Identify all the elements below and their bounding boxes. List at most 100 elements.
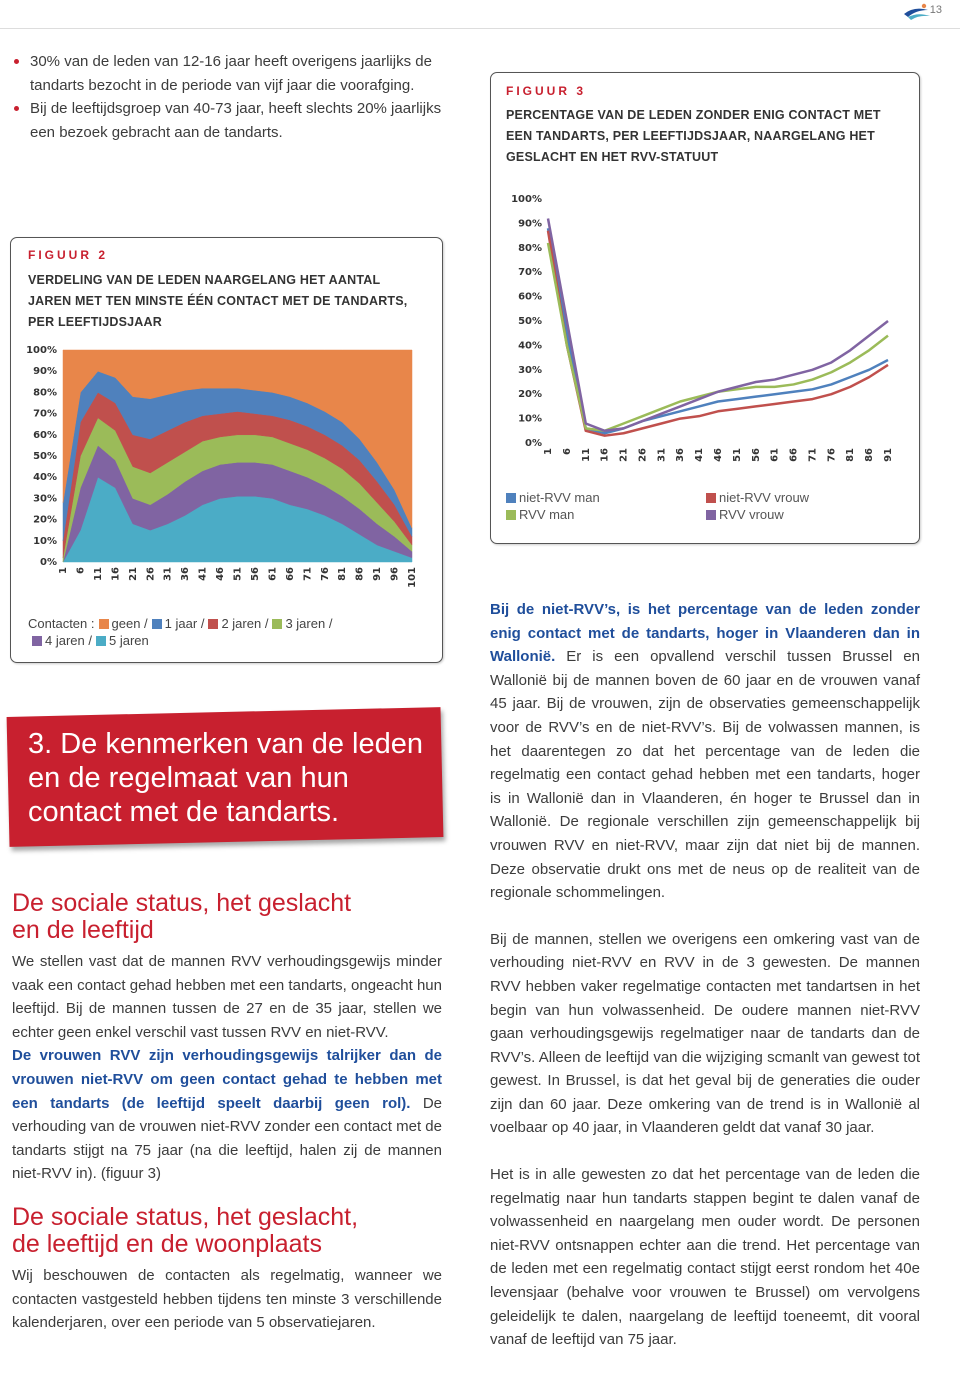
- x-tick-label: 31: [656, 448, 667, 462]
- legend: niet-RVV man niet-RVV vrouw RVV man RVV vro…: [506, 490, 906, 522]
- y-tick-label: 80%: [518, 243, 542, 254]
- x-tick-label: 56: [250, 567, 261, 581]
- y-tick-label: 70%: [518, 267, 542, 278]
- legend-item: niet-RVV vrouw: [706, 490, 906, 505]
- legend-label: 2 jaren: [221, 616, 262, 631]
- legend-swatch: [506, 493, 516, 503]
- x-tick-label: 11: [581, 448, 592, 462]
- x-tick-label: 81: [337, 567, 348, 581]
- x-tick-label: 91: [883, 448, 894, 462]
- x-tick-label: 56: [751, 448, 762, 462]
- x-tick-label: 26: [145, 567, 156, 581]
- x-tick-label: 91: [372, 567, 383, 581]
- y-tick-label: 50%: [33, 451, 57, 462]
- bold-text: Bij de niet-RVV’s, is het percentage van…: [490, 601, 920, 666]
- y-tick-label: 90%: [518, 218, 542, 229]
- x-tick-label: 96: [390, 567, 401, 581]
- x-tick-label: 61: [770, 448, 781, 462]
- paragraph: Bij de niet-RVV’s, is het percentage van…: [490, 598, 920, 905]
- bullet: 30% van de leden van 12-16 jaar heeft ov…: [14, 50, 462, 97]
- y-tick-label: 60%: [518, 292, 542, 303]
- text: Het is in alle gewesten zo dat het perce…: [490, 1166, 920, 1349]
- right-column: Bij de niet-RVV’s, is het percentage van…: [490, 598, 920, 1375]
- legend-swatch: [706, 510, 716, 520]
- paragraph: Wij beschouwen de contacten als regelmat…: [12, 1264, 442, 1335]
- line: [546, 230, 889, 437]
- text: De verhouding van de vrouwen niet-RVV zo…: [12, 1094, 442, 1183]
- x-tick-label: 26: [637, 448, 648, 462]
- legend-item: RVV vrouw: [706, 507, 906, 522]
- y-tick-label: 30%: [33, 493, 57, 504]
- x-tick-label: 6: [562, 448, 573, 455]
- y-tick-label: 80%: [33, 387, 57, 398]
- legend-label: RVV vrouw: [719, 507, 784, 522]
- y-tick-label: 20%: [518, 389, 542, 400]
- bullet-list: 30% van de leden van 12-16 jaar heeft ov…: [12, 50, 462, 144]
- x-tick-label: 86: [864, 448, 875, 462]
- figure-title: VERDELING VAN DE LEDEN NAARGELANG HET AA…: [28, 273, 408, 329]
- bullet: Bij de leeftijdsgroep van 40-73 jaar, he…: [14, 97, 462, 144]
- page-number: 13: [929, 4, 942, 16]
- area: [62, 349, 413, 529]
- x-tick-label: 71: [302, 567, 313, 581]
- legend-swatch: [272, 619, 283, 629]
- legend-item: niet-RVV man: [506, 490, 706, 505]
- x-tick-label: 16: [600, 448, 611, 462]
- y-tick-label: 10%: [518, 414, 542, 425]
- legend-swatch: [32, 636, 42, 646]
- bold-text: De vrouwen RVV zijn verhoudingsgewijs ta…: [12, 1047, 442, 1112]
- legend-swatch: [96, 636, 106, 646]
- y-tick-label: 30%: [518, 365, 542, 376]
- figure-title: PERCENTAGE VAN DE LEDEN ZONDER ENIG CONT…: [506, 108, 881, 164]
- x-tick-label: 51: [732, 448, 743, 462]
- x-tick-label: 6: [75, 567, 86, 574]
- y-tick-label: 40%: [33, 472, 57, 483]
- x-tick-label: 61: [267, 567, 278, 581]
- legend-separator: /: [328, 616, 333, 631]
- logo: [904, 3, 930, 20]
- x-tick-label: 16: [110, 567, 121, 581]
- x-tick-label: 71: [807, 448, 818, 462]
- legend-separator: /: [200, 616, 205, 631]
- x-tick-label: 51: [233, 567, 244, 581]
- x-tick-label: 21: [619, 448, 630, 462]
- legend-title: Contacten :: [28, 616, 95, 631]
- text: We stellen vast dat de mannen RVV verhou…: [12, 953, 442, 1041]
- x-tick-label: 46: [215, 567, 226, 581]
- y-tick-label: 90%: [33, 366, 57, 377]
- legend-separator: /: [144, 616, 148, 631]
- x-tick-label: 11: [93, 567, 104, 581]
- y-tick-label: 20%: [33, 515, 57, 526]
- y-tick-label: 70%: [33, 409, 57, 420]
- x-tick-label: 81: [845, 448, 856, 462]
- y-tick-label: 100%: [26, 345, 57, 356]
- heading: De sociale status, het geslacht, de leef…: [12, 1202, 359, 1258]
- y-tick-label: 100%: [511, 194, 542, 205]
- y-tick-label: 50%: [518, 316, 542, 327]
- legend-label: niet-RVV vrouw: [719, 490, 810, 505]
- x-tick-label: 66: [789, 448, 800, 462]
- x-tick-label: 1: [58, 567, 69, 574]
- text: Er is een opvallend verschil tussen Brus…: [490, 648, 920, 902]
- chart: 0%10%20%30%40%50%60%70%80%90%100%1 6 11 16 2…: [511, 194, 894, 462]
- x-tick-label: 36: [180, 567, 191, 581]
- x-tick-label: 76: [826, 448, 837, 462]
- y-tick-label: 10%: [33, 536, 57, 547]
- legend-swatch: [506, 510, 516, 520]
- legend-label: 3 jaren: [285, 616, 326, 631]
- legend-swatch: [706, 493, 716, 503]
- divider: [0, 28, 960, 29]
- x-tick-label: 31: [163, 567, 174, 581]
- legend-separator: /: [264, 616, 269, 631]
- x-tick-label: 41: [694, 448, 705, 462]
- legend-swatch: [98, 619, 109, 629]
- legend-label: niet-RVV man: [519, 490, 600, 505]
- section-title: 3. De kenmerken van de leden en de regel…: [28, 728, 423, 828]
- x-tick-label: 41: [198, 567, 209, 581]
- figure-label: FIGUUR 2: [28, 248, 109, 262]
- x-tick-label: 1: [543, 448, 554, 455]
- line: [546, 228, 889, 435]
- y-tick-label: 40%: [518, 340, 542, 351]
- legend-label: geen: [111, 616, 141, 631]
